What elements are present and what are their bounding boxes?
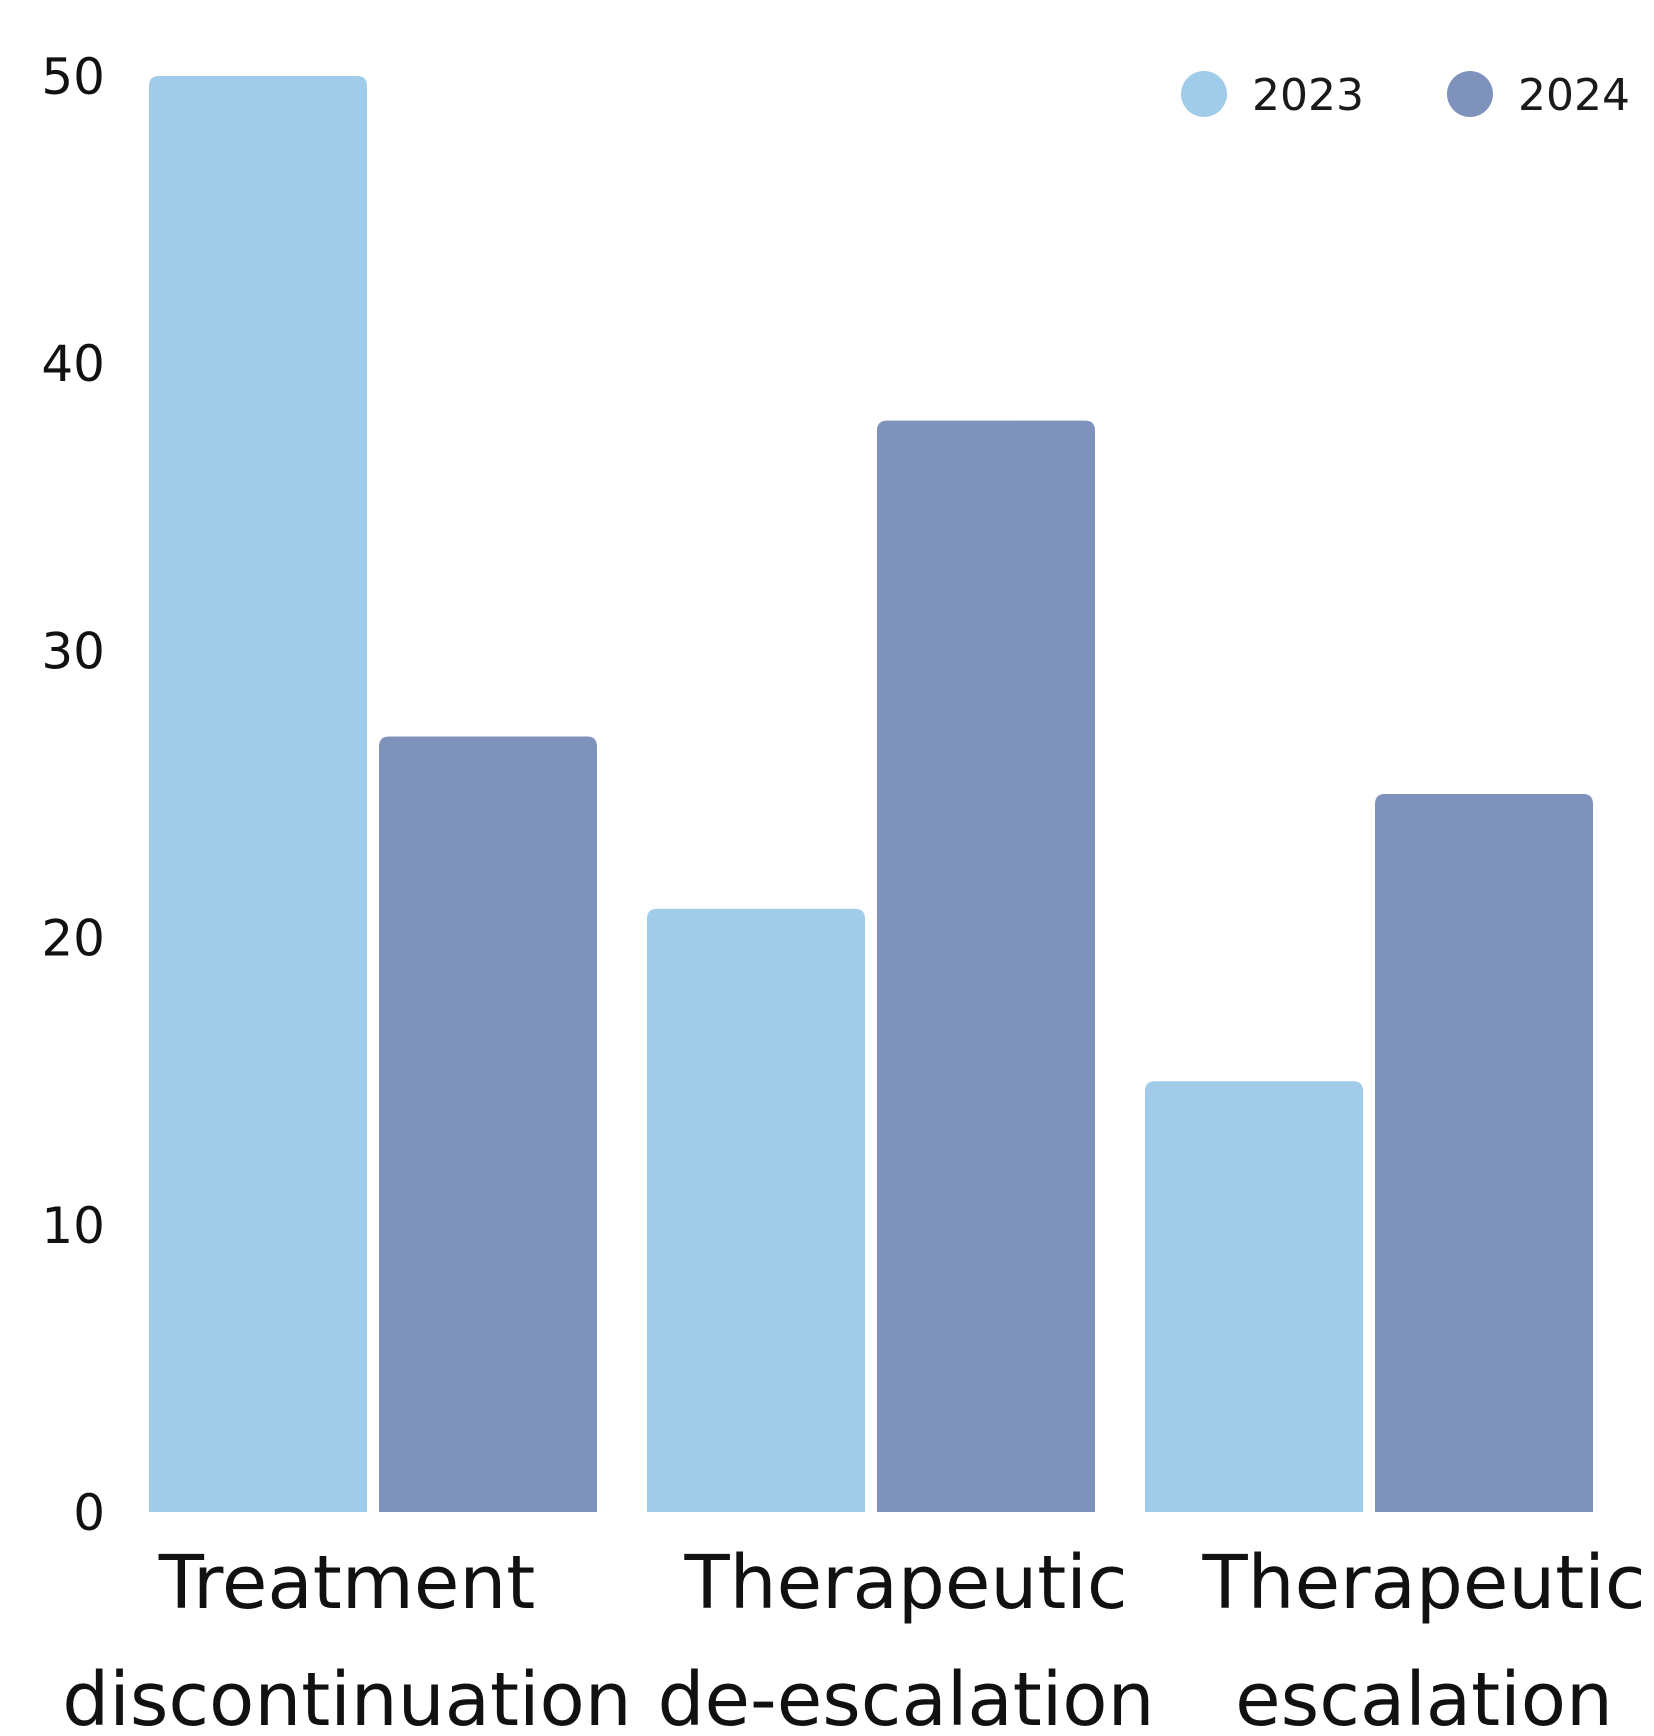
category-label: Therapeutic: [1201, 1540, 1645, 1626]
y-tick-label: 10: [41, 1197, 105, 1255]
category-label: escalation: [1235, 1657, 1613, 1736]
bar-2024-3: [1375, 794, 1593, 1512]
y-tick-label: 30: [41, 622, 105, 680]
bars: [149, 76, 1593, 1512]
category-label: Therapeutic: [683, 1540, 1127, 1626]
y-tick-label: 50: [41, 48, 105, 106]
y-tick-label: 20: [41, 910, 105, 968]
legend-label: 2023: [1252, 70, 1364, 121]
y-tick-label: 0: [73, 1484, 105, 1542]
category-label: discontinuation: [62, 1657, 631, 1736]
bar-2024-1: [379, 736, 597, 1512]
legend-swatch-2024: [1447, 71, 1493, 117]
legend: 2023 2024: [1181, 70, 1630, 121]
category-label: de-escalation: [658, 1657, 1155, 1736]
y-tick-label: 40: [41, 335, 105, 393]
category-label: Treatment: [158, 1540, 536, 1626]
legend-swatch-2023: [1181, 71, 1227, 117]
x-axis: Treatment discontinuation Therapeutic de-es…: [62, 1540, 1645, 1736]
y-axis: 0 10 20 30 40 50: [41, 48, 105, 1542]
bar-2024-2: [877, 420, 1095, 1512]
bar-2023-3: [1145, 1081, 1363, 1512]
bar-2023-2: [647, 908, 865, 1512]
bar-2023-1: [149, 76, 367, 1512]
legend-label: 2024: [1518, 70, 1630, 121]
